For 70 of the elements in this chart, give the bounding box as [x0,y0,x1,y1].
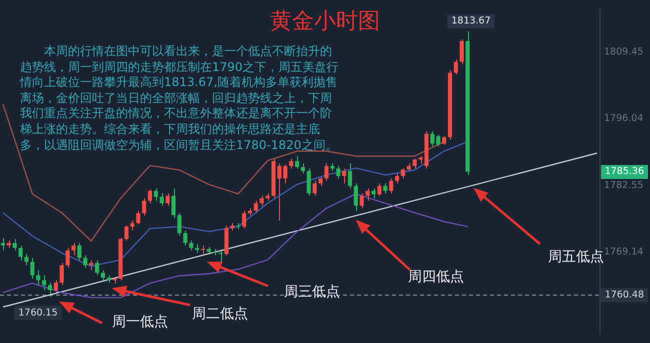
candlestick [389,178,394,194]
candlestick [242,210,246,229]
candlestick [148,188,152,204]
text: 1785.36 [600,165,648,179]
annotation: 周一低点 [112,313,168,331]
candlestick [18,244,23,261]
y-tick-label: 1769.14 [604,246,644,258]
annotation: 本周的行情在图中可以看出来，是一个低点不断抬升的趋势线，周一到周四的走势都压制在1790之下，周五美盘行情向上破位一路攀升最高到1813.67,随着机构多单获利抛售离场，金价回吐了当日的全部涨幅，回归趋势线之上，下周我们重点关注开盘的情况，不出意外整体还是离不开一个阶梯上涨的走势。综合来看，下周我们的操作思路还是主底多，以遇阻回调做空为辅，区间暂且关注1780-1820之间。 [20,44,340,154]
candlestick [83,254,88,268]
annotation: 周五低点 [548,248,604,266]
candlestick [136,210,140,225]
candlestick [254,200,258,214]
candlestick [371,188,376,199]
annotation: 周三低点 [284,283,340,301]
candlestick [454,58,458,75]
candlestick [260,195,264,206]
candlestick [342,168,346,184]
annotation: 周二低点 [192,305,248,323]
candlestick [395,172,400,184]
candlestick [60,262,64,286]
candlestick [142,198,146,216]
candlestick [48,282,52,298]
candlestick [336,166,340,179]
annotation: 周四低点 [408,268,464,286]
candlestick [30,257,34,280]
candlestick [383,182,388,194]
candlestick [166,192,170,206]
annotation: 1760.15 [18,307,58,318]
candlestick [412,158,417,170]
candlestick [12,238,17,251]
candlestick [218,250,223,265]
candlestick [189,240,194,251]
candlestick [71,242,76,256]
candlestick [24,253,29,266]
candlestick [0,238,5,251]
candlestick [177,212,182,236]
candlestick [348,163,352,189]
candlestick [54,280,58,294]
ref-line-label: 1760.48 [604,290,644,301]
y-tick-label: 1809.45 [604,46,644,58]
candlestick [354,182,358,212]
candlestick [377,182,382,196]
candlestick [171,188,176,219]
candlestick [289,158,294,170]
candlestick [324,163,329,182]
candlestick [130,220,134,232]
candlestick [318,175,323,186]
candlestick [95,260,100,276]
y-tick-label: 1796.04 [604,113,644,124]
candlestick [306,168,311,196]
candlestick [400,168,405,179]
candlestick [77,242,82,261]
candlestick [360,192,364,209]
candlestick [295,156,300,170]
y-tick-label: 1782.55 [604,180,644,192]
candlestick [460,38,464,65]
candlestick [100,270,105,281]
candlestick [154,188,158,202]
candlestick [366,188,370,202]
candlestick [36,270,40,286]
candlestick [42,274,46,291]
candlestick [124,225,129,241]
candlestick [312,180,317,196]
candlestick [89,260,94,271]
annotation: 1813.67 [451,16,491,27]
candlestick [160,192,164,206]
candlestick [66,247,70,268]
chart-title: 黄金小时图 [270,9,380,34]
candlestick [300,163,305,174]
candlestick [183,230,188,246]
